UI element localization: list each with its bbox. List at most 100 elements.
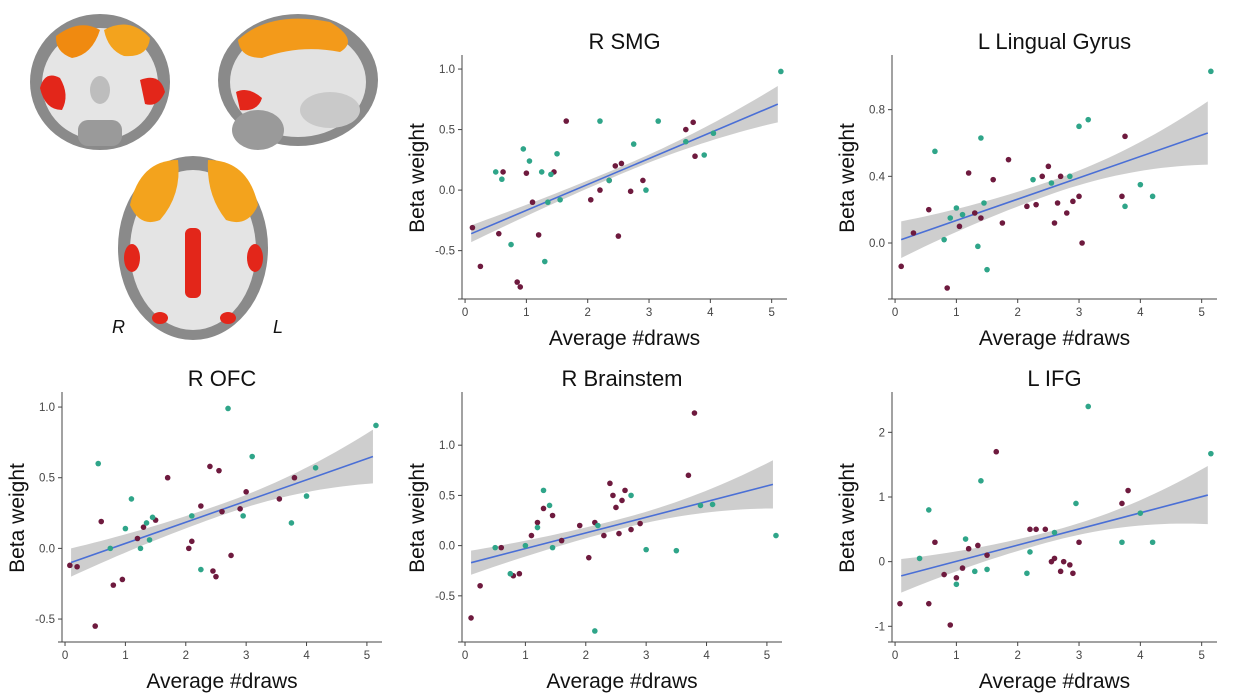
chart-title: L IFG — [1027, 366, 1081, 391]
data-point — [1085, 403, 1092, 410]
data-point — [975, 243, 981, 250]
data-point — [597, 118, 603, 124]
y-tick-label: 1.0 — [439, 64, 455, 76]
data-point — [312, 465, 319, 471]
confidence-band — [901, 465, 1208, 593]
data-point — [228, 552, 234, 559]
confidence-band — [71, 429, 373, 577]
chart-r-ofc: R OFC 0 1 2 3 4 5 -0.5 0.0 0.5 1.0 Average #draws Be… — [6, 366, 382, 693]
data-point — [1122, 203, 1128, 210]
data-point — [709, 501, 716, 508]
x-tick-label: 3 — [1076, 650, 1082, 662]
data-point — [216, 467, 222, 474]
y-tick-label: -0.5 — [35, 614, 55, 626]
x-tick-label: 0 — [892, 650, 898, 662]
x-tick-label: 3 — [1076, 307, 1082, 319]
data-point — [628, 492, 634, 499]
data-point — [499, 176, 505, 183]
data-point — [925, 507, 932, 513]
data-point — [622, 487, 628, 494]
data-point — [1063, 210, 1070, 216]
data-point — [606, 177, 612, 184]
data-point — [523, 170, 530, 176]
chart-title: R Brainstem — [561, 366, 682, 391]
data-point — [528, 532, 535, 539]
data-point — [630, 141, 637, 147]
data-point — [965, 170, 972, 176]
y-tick-label: -0.5 — [435, 591, 455, 603]
data-point — [628, 526, 634, 533]
data-point — [557, 196, 563, 203]
data-point — [990, 176, 996, 183]
data-point — [189, 538, 195, 545]
y-tick-label: 0.5 — [439, 125, 455, 137]
y-tick-label: 1.0 — [439, 440, 455, 452]
chart-title: R SMG — [588, 29, 660, 54]
data-point — [697, 502, 704, 509]
data-point — [469, 224, 476, 231]
data-point — [640, 177, 646, 184]
data-point — [981, 200, 987, 206]
data-point — [541, 258, 548, 265]
data-point — [128, 496, 135, 502]
x-tick-label: 2 — [583, 650, 589, 662]
data-point — [198, 503, 204, 509]
y-tick-label: 0.5 — [439, 490, 455, 502]
data-point — [683, 126, 689, 133]
data-point — [1067, 562, 1073, 568]
sagittal-slice — [218, 14, 378, 150]
data-point — [643, 187, 649, 193]
data-point — [1076, 123, 1082, 130]
data-point — [601, 532, 607, 539]
data-point — [213, 573, 219, 580]
data-point — [956, 223, 963, 230]
data-point — [999, 220, 1006, 226]
y-tick-label: 0.0 — [39, 543, 55, 555]
x-tick-label: 0 — [462, 307, 468, 319]
data-point — [1042, 526, 1049, 533]
x-tick-label: 4 — [703, 650, 710, 662]
y-tick-label: 0.8 — [869, 105, 885, 117]
data-point — [549, 512, 556, 519]
chart-l-ifg: L IFG 0 1 2 3 4 5 -1 0 1 2 Average #draws Beta weigh… — [836, 366, 1217, 693]
data-point — [500, 169, 506, 175]
data-point — [1051, 220, 1058, 226]
x-axis-label: Average #draws — [546, 670, 697, 693]
data-point — [690, 119, 696, 126]
data-point — [1024, 570, 1030, 577]
x-tick-label: 3 — [243, 650, 249, 662]
data-point — [910, 230, 917, 236]
data-point — [535, 232, 542, 238]
data-point — [978, 135, 984, 141]
data-point — [140, 524, 147, 530]
data-point — [1067, 173, 1073, 180]
data-point — [953, 575, 960, 581]
data-point — [1070, 198, 1076, 205]
data-point — [143, 520, 150, 526]
data-point — [198, 566, 204, 573]
data-point — [944, 285, 950, 291]
chart-r-brainstem: R Brainstem 0 1 2 3 4 5 -0.5 0.0 0.5 1.0 Average #d… — [406, 366, 782, 693]
data-point — [134, 535, 141, 542]
data-point — [534, 519, 541, 526]
data-point — [941, 571, 947, 578]
data-point — [149, 514, 156, 521]
data-point — [965, 545, 972, 552]
data-point — [1137, 510, 1144, 516]
data-point — [1125, 487, 1131, 494]
x-tick-label: 4 — [707, 307, 714, 319]
data-point — [373, 422, 379, 429]
y-tick-label: 1 — [879, 492, 885, 504]
x-tick-label: 2 — [1015, 650, 1021, 662]
data-point — [1122, 133, 1128, 140]
data-point — [592, 628, 598, 634]
y-axis-label: Beta weight — [406, 123, 429, 233]
y-tick-label: 0.4 — [869, 171, 886, 183]
data-point — [1051, 529, 1058, 536]
y-axis-label: Beta weight — [406, 463, 429, 573]
data-point — [492, 544, 499, 551]
data-point — [1045, 163, 1052, 170]
regression-line — [900, 132, 1209, 241]
data-point — [984, 566, 990, 573]
data-point — [1119, 539, 1125, 546]
